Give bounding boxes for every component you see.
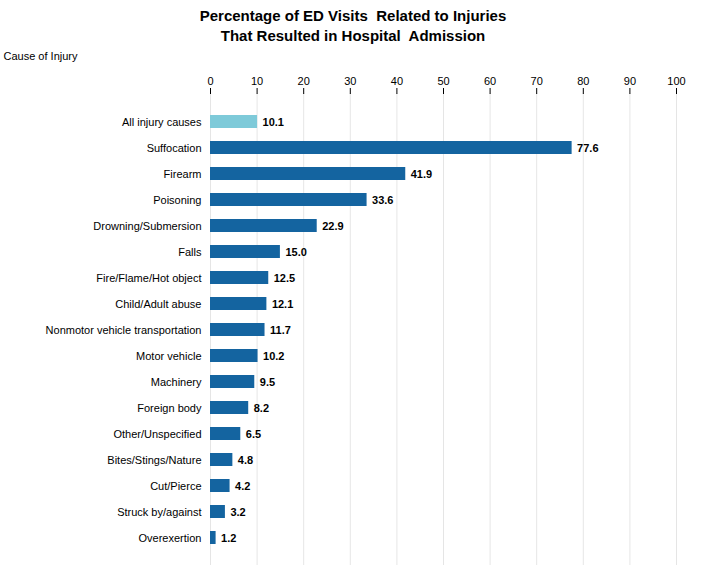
svg-text:90: 90 bbox=[624, 75, 636, 87]
svg-text:20: 20 bbox=[298, 75, 310, 87]
svg-text:Overexertion: Overexertion bbox=[139, 532, 202, 544]
svg-text:Drowning/Submersion: Drowning/Submersion bbox=[93, 220, 201, 232]
svg-text:Fire/Flame/Hot object: Fire/Flame/Hot object bbox=[96, 272, 201, 284]
svg-text:10: 10 bbox=[251, 75, 263, 87]
svg-text:Cause of Injury: Cause of Injury bbox=[4, 50, 78, 62]
svg-text:4.8: 4.8 bbox=[238, 454, 253, 466]
svg-text:Other/Unspecified: Other/Unspecified bbox=[113, 428, 201, 440]
svg-text:40: 40 bbox=[391, 75, 403, 87]
svg-text:Falls: Falls bbox=[178, 246, 202, 258]
svg-text:30: 30 bbox=[344, 75, 356, 87]
svg-text:Motor vehicle: Motor vehicle bbox=[136, 350, 201, 362]
svg-text:Machinery: Machinery bbox=[151, 376, 202, 388]
svg-text:41.9: 41.9 bbox=[411, 168, 432, 180]
svg-text:Nonmotor vehicle transportatio: Nonmotor vehicle transportation bbox=[46, 324, 202, 336]
svg-text:1.2: 1.2 bbox=[221, 532, 236, 544]
svg-text:12.5: 12.5 bbox=[274, 272, 295, 284]
svg-text:Bites/Stings/Nature: Bites/Stings/Nature bbox=[107, 454, 201, 466]
svg-text:4.2: 4.2 bbox=[235, 480, 250, 492]
svg-text:15.0: 15.0 bbox=[285, 246, 306, 258]
svg-text:70: 70 bbox=[531, 75, 543, 87]
svg-text:12.1: 12.1 bbox=[272, 298, 293, 310]
svg-text:Poisoning: Poisoning bbox=[153, 194, 201, 206]
svg-text:9.5: 9.5 bbox=[260, 376, 275, 388]
svg-text:Child/Adult abuse: Child/Adult abuse bbox=[115, 298, 201, 310]
svg-text:80: 80 bbox=[577, 75, 589, 87]
svg-text:8.2: 8.2 bbox=[254, 402, 269, 414]
svg-text:11.7: 11.7 bbox=[270, 324, 291, 336]
svg-text:Cut/Pierce: Cut/Pierce bbox=[150, 480, 201, 492]
svg-text:Firearm: Firearm bbox=[164, 168, 202, 180]
svg-text:Suffocation: Suffocation bbox=[147, 142, 202, 154]
svg-text:0: 0 bbox=[207, 75, 213, 87]
svg-text:Foreign body: Foreign body bbox=[137, 402, 202, 414]
svg-text:60: 60 bbox=[484, 75, 496, 87]
svg-text:22.9: 22.9 bbox=[322, 220, 343, 232]
svg-text:3.2: 3.2 bbox=[230, 506, 245, 518]
svg-text:10.1: 10.1 bbox=[263, 116, 284, 128]
svg-text:Struck by/against: Struck by/against bbox=[117, 506, 201, 518]
html-text:Percentage of ED Visits Relate: Percentage of ED Visits Related to Injur… bbox=[199, 7, 507, 44]
svg-text:All injury causes: All injury causes bbox=[122, 116, 202, 128]
svg-text:50: 50 bbox=[437, 75, 449, 87]
svg-text:33.6: 33.6 bbox=[372, 194, 393, 206]
svg-text:10.2: 10.2 bbox=[263, 350, 284, 362]
svg-text:100: 100 bbox=[667, 75, 685, 87]
svg-text:77.6: 77.6 bbox=[577, 142, 598, 154]
svg-text:6.5: 6.5 bbox=[246, 428, 261, 440]
